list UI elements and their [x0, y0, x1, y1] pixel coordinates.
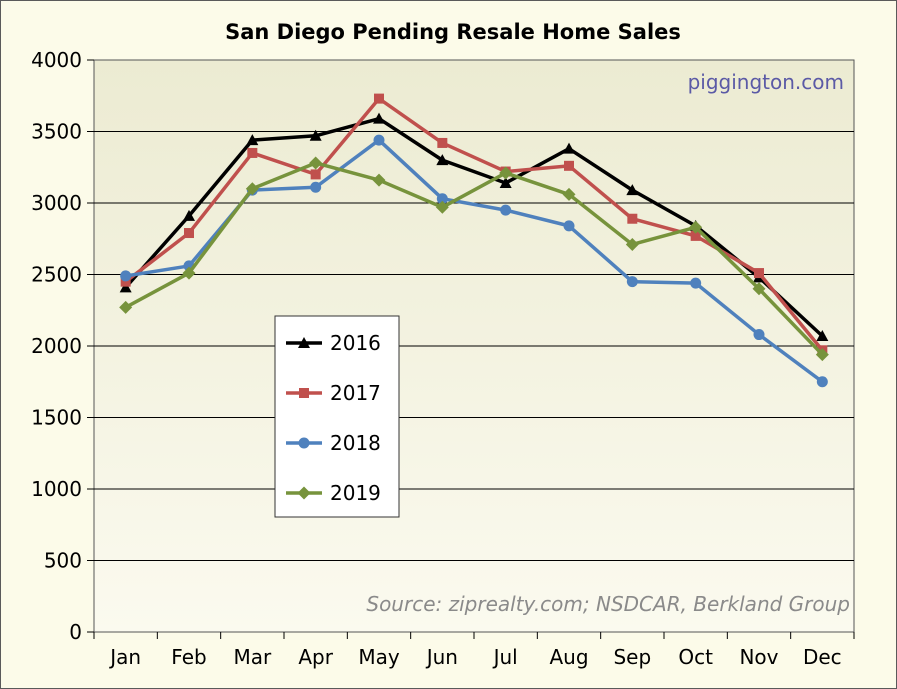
- y-tick-label: 2500: [31, 263, 82, 287]
- x-tick-label: Jul: [492, 645, 518, 669]
- legend-label: 2017: [330, 381, 381, 405]
- data-point-2017: [120, 276, 131, 287]
- x-tick-label: Mar: [233, 645, 272, 669]
- data-point-2018: [753, 329, 765, 341]
- legend-item-2018: 2018: [286, 431, 381, 455]
- legend-item-2017: 2017: [286, 381, 381, 405]
- series-group: [119, 93, 829, 388]
- x-tick-label: Nov: [739, 645, 778, 669]
- axes: 0 500 1000 1500 2000 2500 3000 3500 4000 Jan Feb Ma…: [31, 48, 855, 669]
- x-tick-label: Apr: [298, 645, 333, 669]
- data-point-2017: [310, 169, 321, 180]
- source-note: Source: ziprealty.com; NSDCAR, Berkland …: [366, 592, 850, 616]
- data-point-2019: [245, 182, 259, 196]
- data-point-2019: [309, 156, 323, 170]
- data-point-2016: [183, 209, 195, 221]
- data-point-2016: [626, 184, 639, 196]
- x-tick-label: Oct: [678, 645, 713, 669]
- y-tick-label: 2000: [31, 334, 82, 358]
- legend-marker: [298, 437, 310, 449]
- x-tick-label: Aug: [549, 645, 588, 669]
- data-point-2019: [689, 220, 703, 234]
- y-tick-label: 1000: [31, 477, 82, 501]
- legend-marker: [298, 337, 310, 348]
- y-tick-label: 1500: [31, 406, 82, 430]
- legend-item-2019: 2019: [286, 481, 381, 505]
- data-point-2019: [815, 348, 829, 362]
- y-tick-label: 3500: [31, 120, 82, 144]
- data-point-2018: [563, 220, 575, 232]
- data-point-2019: [752, 282, 766, 296]
- legend: 2016 2017 2018 2019: [274, 315, 400, 518]
- data-point-2018: [120, 270, 132, 282]
- data-point-2016: [563, 142, 575, 154]
- data-point-2017: [564, 160, 574, 171]
- data-point-2016: [119, 281, 132, 293]
- data-point-2019: [625, 237, 639, 251]
- x-tick-label: Jan: [108, 645, 141, 669]
- legend-label: 2018: [330, 431, 381, 455]
- series-2019: [119, 156, 829, 362]
- data-point-2018: [690, 277, 702, 289]
- data-point-2019: [372, 173, 386, 187]
- x-tick-label: May: [358, 645, 400, 669]
- data-point-2017: [374, 93, 384, 104]
- data-point-2018: [310, 181, 322, 193]
- legend-box: [274, 315, 400, 518]
- data-point-2019: [119, 300, 133, 314]
- x-tick-label: Feb: [171, 645, 206, 669]
- x-tick-label: Jun: [425, 645, 458, 669]
- chart-title: San Diego Pending Resale Home Sales: [225, 20, 681, 44]
- data-point-2016: [373, 112, 385, 124]
- data-point-2019: [182, 266, 196, 280]
- series-2016: [119, 112, 829, 341]
- data-point-2019: [562, 187, 576, 201]
- data-point-2017: [437, 137, 448, 148]
- series-line-2019: [124, 161, 824, 356]
- data-point-2016: [436, 154, 449, 166]
- y-tick-label: 0: [69, 620, 82, 644]
- data-point-2017: [184, 228, 194, 239]
- data-point-2019: [499, 166, 513, 180]
- data-point-2017: [247, 147, 258, 158]
- data-point-2018: [626, 276, 638, 288]
- data-point-2017: [690, 230, 701, 241]
- data-point-2016: [246, 134, 259, 146]
- x-tick-label: Dec: [803, 645, 842, 669]
- y-tick-label: 3000: [31, 191, 82, 215]
- data-point-2017: [754, 268, 764, 279]
- legend-marker: [297, 486, 311, 500]
- data-point-2017: [627, 213, 638, 224]
- data-point-2019: [435, 200, 449, 214]
- legend-item-2016: 2016: [286, 331, 381, 355]
- y-tick-label: 500: [44, 549, 82, 573]
- watermark-text: piggington.com: [688, 70, 844, 94]
- data-point-2016: [499, 176, 512, 188]
- y-tick-label: 4000: [31, 48, 82, 72]
- legend-marker: [299, 388, 309, 398]
- data-point-2018: [500, 204, 512, 216]
- data-point-2018: [816, 376, 828, 388]
- legend-label: 2016: [330, 331, 381, 355]
- data-point-2016: [816, 329, 829, 341]
- series-line-2016: [124, 116, 824, 338]
- series-line-2017: [124, 96, 824, 352]
- data-point-2018: [436, 193, 448, 205]
- data-point-2018: [373, 134, 385, 146]
- data-point-2016: [309, 129, 322, 141]
- legend-label: 2019: [330, 481, 381, 505]
- x-tick-label: Sep: [613, 645, 651, 669]
